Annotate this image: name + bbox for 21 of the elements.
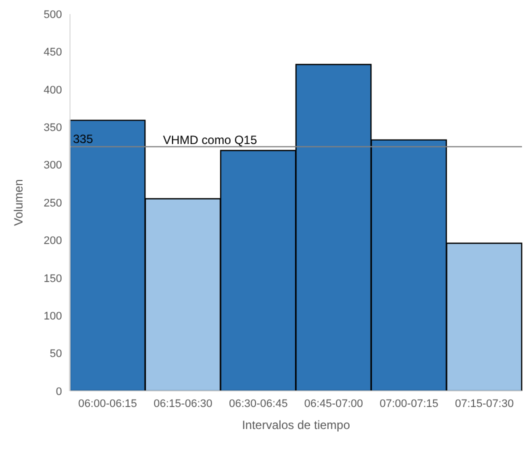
y-tick-label: 500	[44, 8, 62, 21]
x-tick-label: 07:00-07:15	[380, 398, 438, 410]
x-tick-label: 06:30-06:45	[228, 398, 288, 410]
y-axis-title: Volumen	[11, 179, 26, 226]
annotation: 335	[73, 132, 94, 146]
y-tick-label: 150	[44, 272, 62, 285]
x-tick-label: 07:15-07:30	[454, 398, 514, 410]
y-tick-label: 0	[56, 386, 62, 398]
x-tick-label: 06:45-07:00	[304, 398, 364, 410]
ref-line-label: VHMD como Q15	[163, 133, 258, 148]
x-axis-title: Intervalos de tiempo	[242, 418, 350, 432]
y-tick-label: 450	[44, 46, 62, 59]
x-tick-label: 06:15-06:30	[154, 398, 212, 410]
x-tick-label: 06:00-06:15	[78, 398, 138, 410]
y-tick-label: 350	[44, 122, 62, 134]
y-tick-label: 50	[50, 348, 62, 360]
y-tick-label: 200	[44, 235, 62, 248]
y-tick-label: 300	[44, 160, 62, 172]
y-tick-label: 400	[44, 84, 62, 96]
y-tick-label: 250	[44, 197, 62, 210]
y-tick-label: 100	[44, 310, 62, 323]
